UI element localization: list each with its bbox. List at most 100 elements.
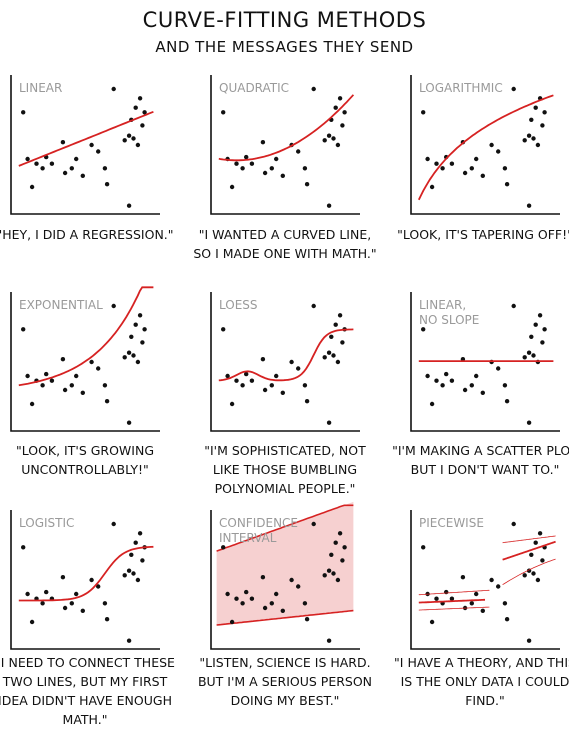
plot-area	[210, 292, 360, 432]
data-point	[322, 573, 327, 578]
data-point	[526, 638, 532, 643]
data-point	[96, 584, 101, 589]
data-point	[540, 340, 545, 345]
data-point	[221, 327, 226, 332]
data-point	[326, 568, 332, 573]
data-point	[449, 378, 455, 383]
data-point	[240, 166, 245, 171]
data-point	[142, 110, 147, 115]
plot-area	[10, 510, 160, 650]
data-point	[434, 596, 439, 601]
data-point	[229, 401, 235, 407]
data-point	[280, 608, 285, 613]
data-point	[535, 142, 541, 148]
data-point	[326, 203, 332, 208]
piecewise-left-lower	[418, 606, 490, 611]
data-point	[89, 359, 94, 365]
panel-caption: "I need to connect these two lines, but …	[0, 655, 175, 727]
data-point	[249, 378, 255, 383]
data-point	[89, 577, 94, 583]
data-point	[244, 154, 249, 160]
data-point	[425, 373, 430, 379]
data-point	[531, 571, 536, 576]
data-point	[329, 552, 334, 557]
panel-label: Linear	[19, 81, 63, 95]
data-point	[135, 142, 141, 148]
data-point	[122, 355, 127, 360]
data-point	[462, 387, 468, 393]
data-point	[80, 608, 86, 613]
data-point	[511, 303, 516, 309]
plot-area	[10, 286, 160, 432]
data-point	[311, 86, 316, 92]
data-point	[440, 383, 445, 388]
panel-caption: "I'm sophisticated, not like those bumbl…	[204, 443, 366, 496]
confidence-lower-line	[216, 609, 354, 626]
data-point	[225, 373, 230, 379]
data-point	[526, 203, 532, 208]
data-point	[540, 123, 545, 128]
data-point	[489, 142, 494, 148]
fit-line-exponential	[18, 286, 154, 387]
data-point	[322, 138, 327, 143]
data-point	[504, 399, 510, 404]
data-point	[533, 322, 538, 327]
plot-area	[410, 510, 560, 650]
piecewise-right-upper	[502, 535, 556, 544]
axes	[10, 292, 160, 432]
data-point	[126, 638, 132, 643]
data-point	[526, 133, 532, 138]
data-point	[335, 359, 341, 365]
data-point	[542, 110, 547, 115]
panel-caption: "Look, it's tapering off!"	[397, 227, 569, 242]
data-point	[69, 601, 74, 606]
chart-panel-logarithmic: Logarithmic	[410, 75, 560, 215]
data-point	[111, 86, 116, 92]
data-point	[326, 420, 332, 425]
data-point	[522, 355, 527, 360]
data-point	[440, 166, 445, 171]
data-point	[289, 577, 294, 583]
axes	[10, 510, 160, 650]
data-point	[331, 353, 336, 358]
data-point	[40, 383, 45, 388]
data-point	[537, 531, 543, 536]
data-point	[244, 589, 249, 595]
data-point	[269, 383, 274, 388]
data-point	[21, 545, 26, 550]
panel-caption: "Look, it's growing uncontrollably!"	[15, 443, 155, 477]
comic-title: Curve-Fitting Methods	[142, 8, 427, 32]
data-point	[302, 383, 308, 388]
data-point	[21, 110, 26, 115]
data-point	[49, 161, 55, 166]
data-point	[40, 601, 45, 606]
piecewise-left-fit	[418, 598, 485, 604]
data-point	[529, 552, 534, 557]
data-point	[126, 133, 132, 138]
data-point	[102, 383, 108, 388]
data-point	[74, 591, 79, 597]
data-point	[240, 383, 245, 388]
data-point	[80, 390, 86, 395]
data-point	[335, 577, 341, 583]
data-point	[102, 601, 108, 606]
fit-line-logarithmic	[417, 94, 554, 201]
data-point	[140, 123, 145, 128]
axes	[410, 510, 560, 650]
piecewise-right-fit	[502, 540, 556, 561]
axes	[210, 75, 360, 215]
data-point	[535, 577, 541, 583]
data-point	[540, 558, 545, 563]
data-point	[104, 182, 110, 187]
data-point	[496, 584, 501, 589]
data-point	[234, 378, 239, 383]
data-point	[229, 619, 235, 625]
panel-label: Logistic	[19, 516, 75, 530]
data-point	[280, 173, 285, 178]
comic-subtitle: and the messages they send	[155, 38, 414, 56]
data-point	[62, 605, 68, 611]
data-point	[240, 601, 245, 606]
data-point	[131, 136, 136, 141]
data-point	[322, 355, 327, 360]
chart-panel-confidence: Confidence interval	[210, 501, 360, 650]
